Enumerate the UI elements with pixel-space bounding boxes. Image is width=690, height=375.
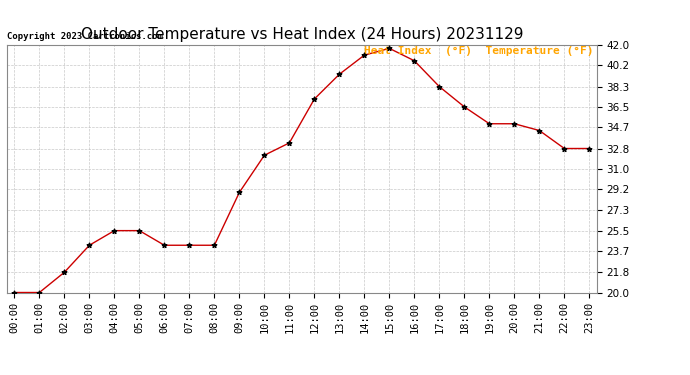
Point — [284, 140, 295, 146]
Title: Outdoor Temperature vs Heat Index (24 Hours) 20231129: Outdoor Temperature vs Heat Index (24 Ho… — [81, 27, 523, 42]
Text: Heat Index  (°F)  Temperature (°F): Heat Index (°F) Temperature (°F) — [364, 46, 594, 56]
Point — [359, 52, 370, 58]
Point — [434, 84, 445, 90]
Point — [559, 146, 570, 152]
Point — [84, 242, 95, 248]
Point — [584, 146, 595, 152]
Point — [534, 128, 545, 134]
Point — [409, 58, 420, 64]
Point — [459, 104, 470, 110]
Point — [184, 242, 195, 248]
Point — [259, 152, 270, 158]
Point — [9, 290, 20, 296]
Point — [384, 45, 395, 51]
Text: Copyright 2023 Cartronics.com: Copyright 2023 Cartronics.com — [7, 32, 163, 41]
Point — [209, 242, 220, 248]
Point — [234, 189, 245, 195]
Point — [34, 290, 45, 296]
Point — [484, 121, 495, 127]
Point — [59, 269, 70, 275]
Point — [509, 121, 520, 127]
Point — [134, 228, 145, 234]
Point — [159, 242, 170, 248]
Point — [109, 228, 120, 234]
Point — [334, 71, 345, 77]
Point — [309, 96, 320, 102]
